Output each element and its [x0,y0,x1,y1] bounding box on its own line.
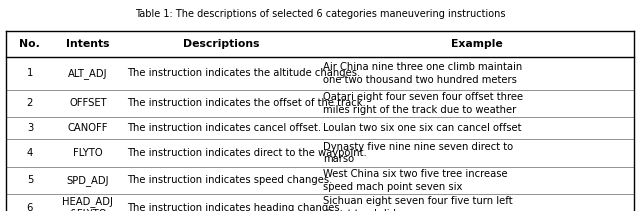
Text: No.: No. [19,39,40,49]
Text: OFFSET: OFFSET [69,98,107,108]
Text: 4: 4 [27,148,33,158]
Text: FLYTO: FLYTO [73,148,103,158]
Text: The instruction indicates direct to the waypoint.: The instruction indicates direct to the … [127,148,367,158]
Text: The instruction indicates cancel offset.: The instruction indicates cancel offset. [127,123,321,133]
Text: SPD_ADJ: SPD_ADJ [67,175,109,186]
Text: The instruction indicates the offset of the track.: The instruction indicates the offset of … [127,98,366,108]
Text: The instruction indicates the altitude changes.: The instruction indicates the altitude c… [127,68,361,78]
Text: Sichuan eight seven four five turn left
direct to ubdid: Sichuan eight seven four five turn left … [323,196,513,211]
Text: 6: 6 [27,203,33,211]
Text: Example: Example [451,39,502,49]
Text: Table 1: The descriptions of selected 6 categories maneuvering instructions: Table 1: The descriptions of selected 6 … [135,9,505,19]
Text: ALT_ADJ: ALT_ADJ [68,68,108,79]
Text: 1: 1 [27,68,33,78]
Text: Dynasty five nine nine seven direct to
marso: Dynasty five nine nine seven direct to m… [323,142,513,164]
Text: West China six two five tree increase
speed mach point seven six: West China six two five tree increase sp… [323,169,508,192]
Text: The instruction indicates heading changes.: The instruction indicates heading change… [127,203,343,211]
Text: Loulan two six one six can cancel offset: Loulan two six one six can cancel offset [323,123,522,133]
Text: 3: 3 [27,123,33,133]
Text: CANOFF: CANOFF [68,123,108,133]
Text: The instruction indicates speed changes.: The instruction indicates speed changes. [127,175,333,185]
Text: 5: 5 [27,175,33,185]
Text: Intents: Intents [66,39,109,49]
Text: Air China nine three one climb maintain
one two thousand two hundred meters: Air China nine three one climb maintain … [323,62,522,85]
Text: HEAD_ADJ
&FLYTO: HEAD_ADJ &FLYTO [63,196,113,211]
Text: Qatari eight four seven four offset three
miles right of the track due to weathe: Qatari eight four seven four offset thre… [323,92,524,115]
Text: 2: 2 [27,98,33,108]
Text: Descriptions: Descriptions [183,39,259,49]
